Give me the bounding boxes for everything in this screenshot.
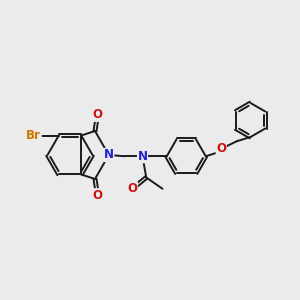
- Text: N: N: [104, 148, 114, 161]
- Text: O: O: [92, 189, 103, 202]
- Text: O: O: [128, 182, 137, 195]
- Text: N: N: [137, 150, 148, 163]
- Text: Br: Br: [26, 129, 41, 142]
- Text: O: O: [216, 142, 226, 155]
- Text: O: O: [92, 108, 103, 121]
